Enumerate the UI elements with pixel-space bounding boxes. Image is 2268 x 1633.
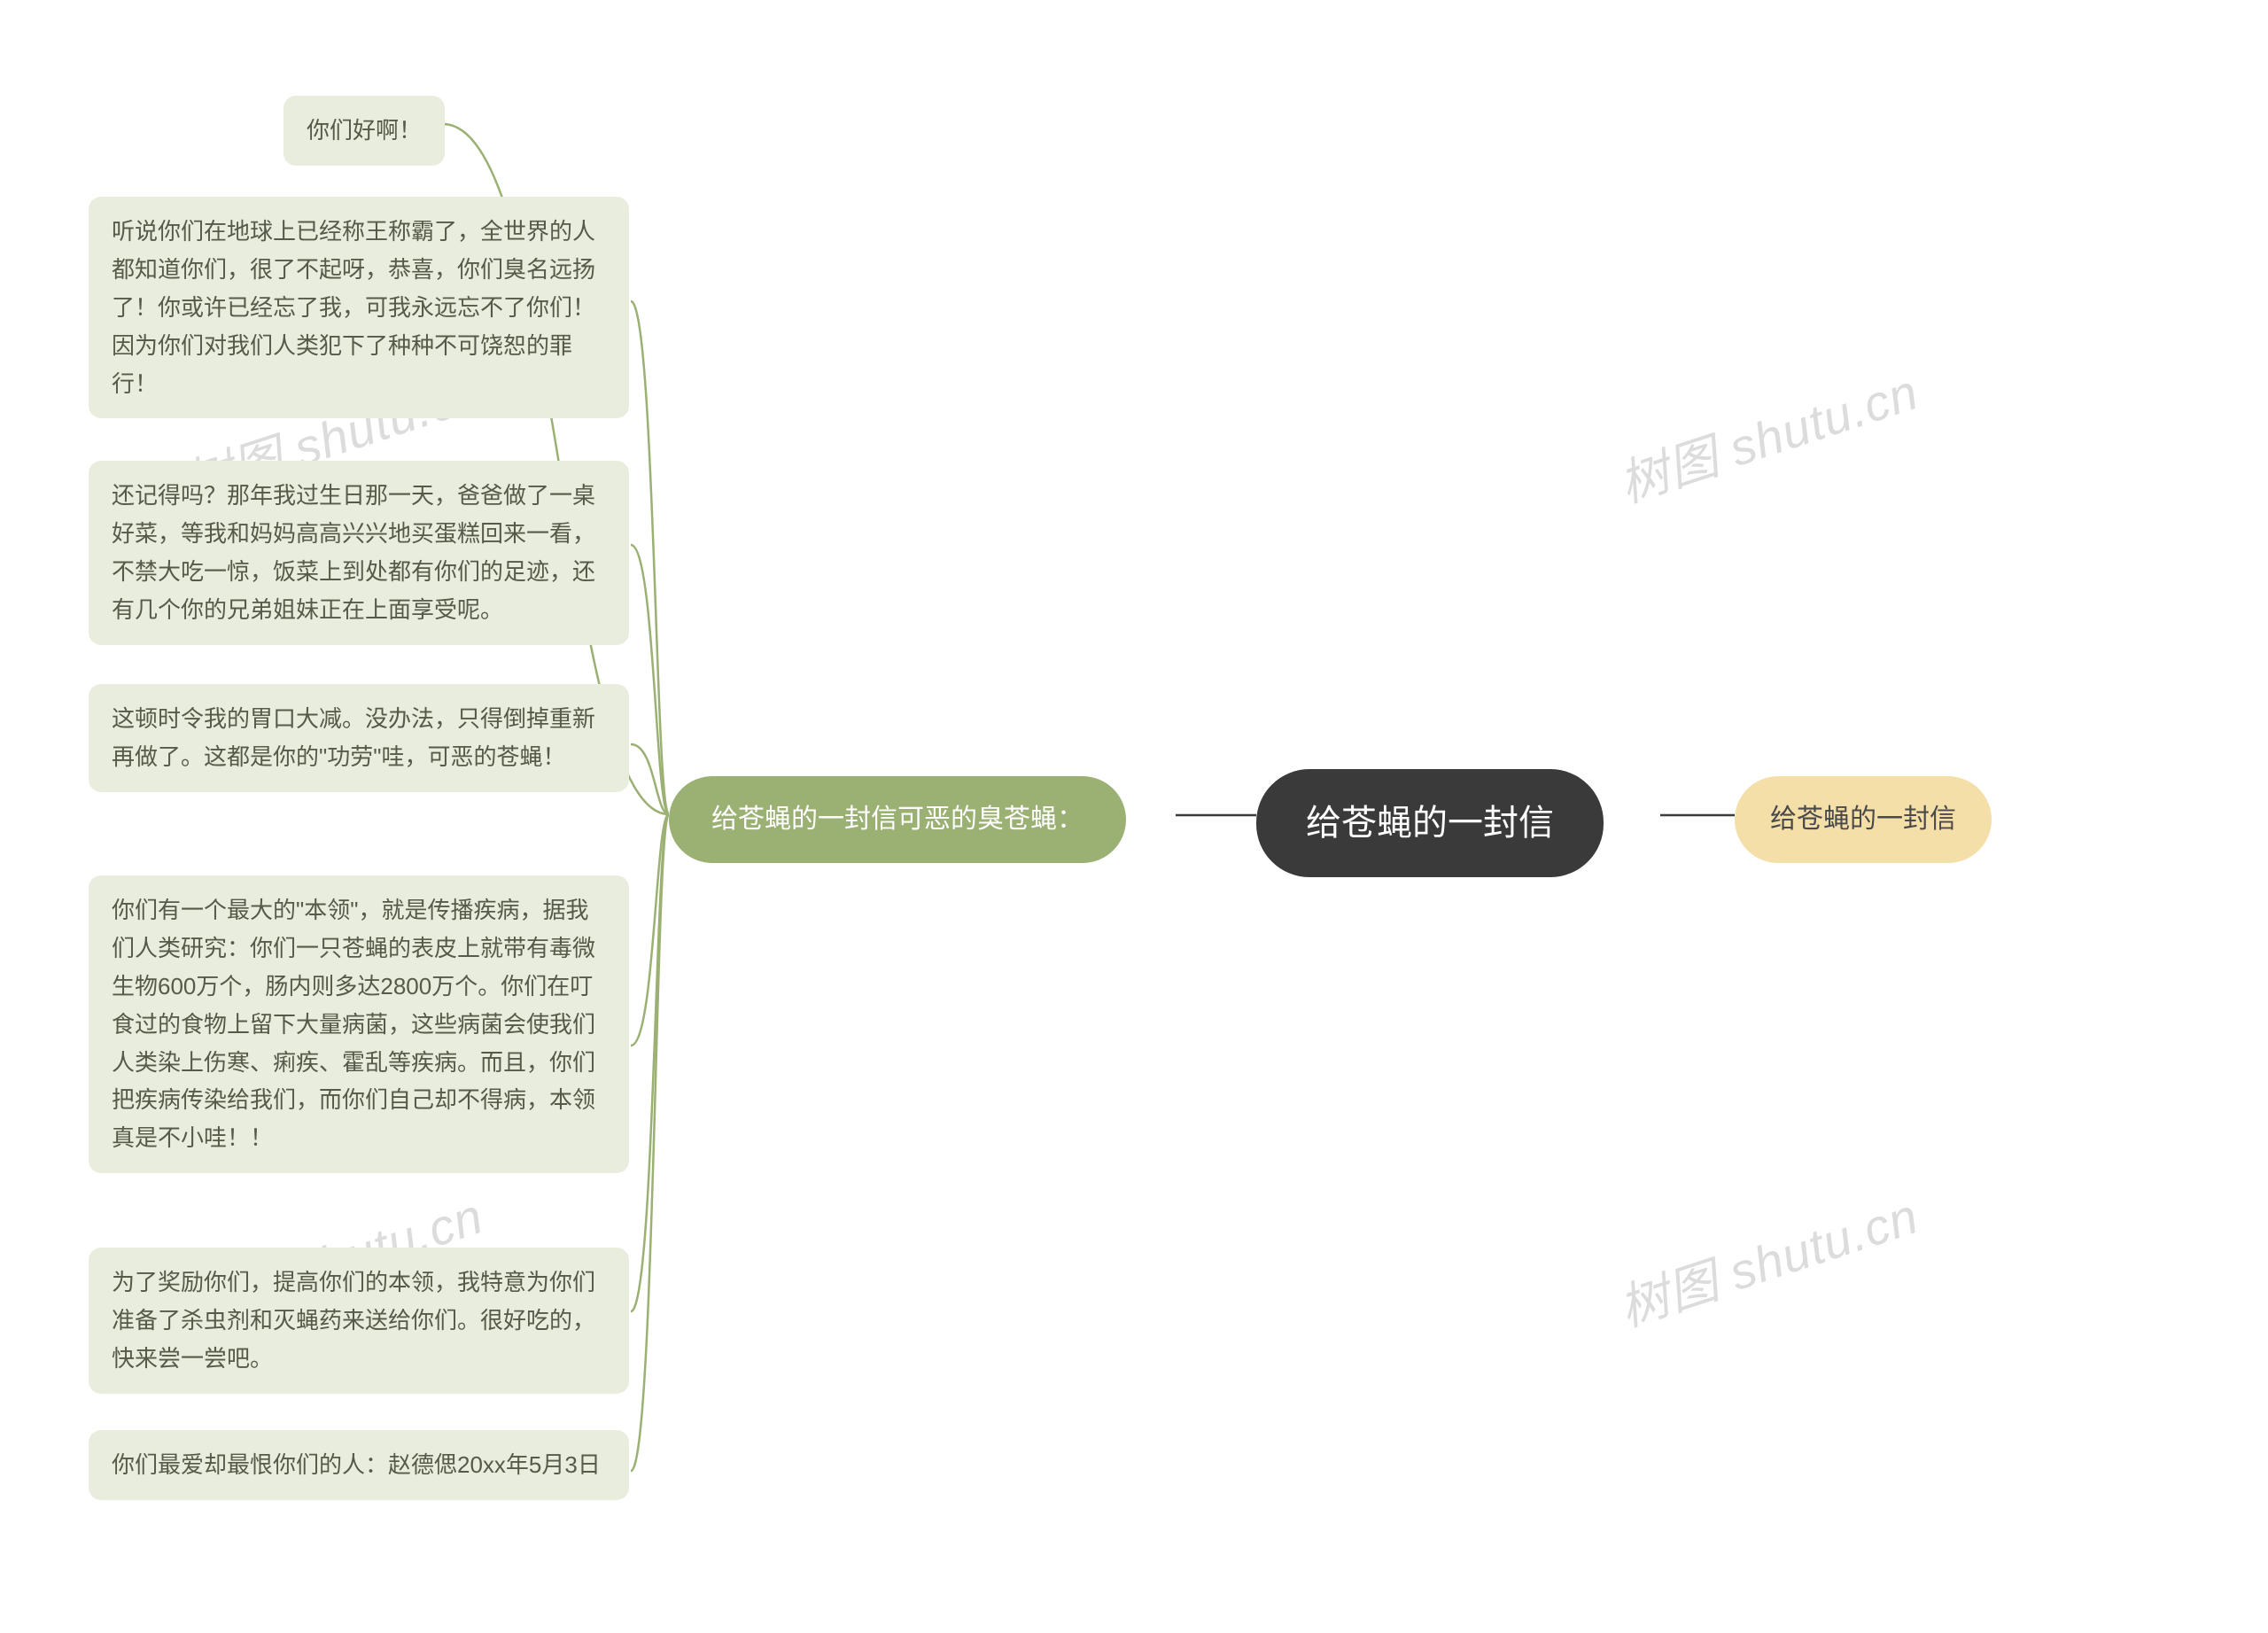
right-branch-label: 给苍蝇的一封信 <box>1735 776 1992 863</box>
leaf-node-3: 这顿时令我的胃口大减。没办法，只得倒掉重新再做了。这都是你的"功劳"哇，可恶的苍… <box>89 684 629 792</box>
watermark: 树图 shutu.cn <box>1609 353 1926 517</box>
leaf-node-2: 还记得吗？那年我过生日那一天，爸爸做了一桌好菜，等我和妈妈高高兴兴地买蛋糕回来一… <box>89 461 629 645</box>
leaf-node-5: 为了奖励你们，提高你们的本领，我特意为你们准备了杀虫剂和灭蝇药来送给你们。很好吃… <box>89 1248 629 1394</box>
leaf-node-0: 你们好啊！ <box>284 96 445 166</box>
left-branch-label: 给苍蝇的一封信可恶的臭苍蝇： <box>669 776 1126 863</box>
watermark: 树图 shutu.cn <box>1609 1177 1926 1341</box>
leaf-node-6: 你们最爱却最恨你们的人：赵德偲20xx年5月3日 <box>89 1430 629 1500</box>
root-node: 给苍蝇的一封信 <box>1256 769 1604 877</box>
leaf-node-4: 你们有一个最大的"本领"，就是传播疾病，据我们人类研究：你们一只苍蝇的表皮上就带… <box>89 875 629 1173</box>
leaf-node-1: 听说你们在地球上已经称王称霸了，全世界的人都知道你们，很了不起呀，恭喜，你们臭名… <box>89 197 629 418</box>
